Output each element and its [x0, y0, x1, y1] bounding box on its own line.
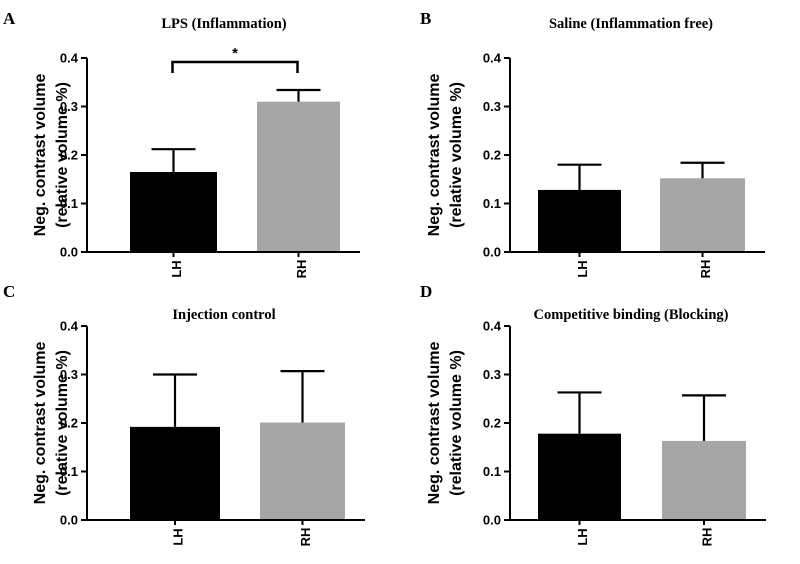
- bar-lh: [130, 171, 217, 252]
- panel-title: Injection control: [172, 307, 275, 323]
- y-tick-label: 0.2: [483, 148, 501, 163]
- y-tick-label: 0.3: [60, 99, 78, 114]
- chart-panel-b: B Saline (Inflammation free) Neg. contrast…: [420, 9, 765, 278]
- y-axis-label: (relative volume %): [448, 82, 465, 228]
- panel-title: Saline (Inflammation free): [549, 16, 713, 32]
- bar-lh: [538, 433, 621, 520]
- y-axis-label: (relative volume %): [54, 82, 71, 228]
- bar-rh: [257, 101, 340, 253]
- y-tick-label: 0.0: [483, 513, 501, 528]
- y-axis-label: Neg. contrast volume: [32, 342, 49, 505]
- chart-panel-a: A LPS (Inflammation) Neg. contrast volume (…: [3, 9, 360, 278]
- y-tick-label: 0.3: [60, 367, 78, 382]
- y-axis-label: (relative volume %): [54, 350, 71, 496]
- significance-bracket: [171, 60, 299, 73]
- bar-rh: [662, 440, 746, 520]
- y-axis-label: Neg. contrast volume: [426, 74, 443, 237]
- y-axis-label: Neg. contrast volume: [426, 342, 443, 505]
- x-tick-label: LH: [169, 260, 184, 277]
- y-tick-label: 0.4: [60, 51, 79, 66]
- x-tick-label: RH: [700, 528, 715, 547]
- y-tick-label: 0.1: [483, 196, 501, 211]
- x-tick-label: RH: [298, 528, 313, 547]
- y-tick-label: 0.2: [60, 148, 78, 163]
- y-tick-label: 0.4: [60, 319, 79, 334]
- chart-panel-d: D Competitive binding (Blocking) Neg. cont…: [420, 282, 766, 546]
- bar-rh: [660, 178, 745, 252]
- significance-marker: *: [232, 45, 238, 62]
- bar-rh: [260, 422, 345, 520]
- bar-lh: [538, 189, 621, 252]
- x-tick-label: LH: [575, 260, 590, 277]
- panel-title: Competitive binding (Blocking): [534, 307, 729, 323]
- y-tick-label: 0.1: [60, 464, 78, 479]
- x-tick-label: RH: [294, 260, 309, 279]
- panel-letter: C: [3, 282, 15, 301]
- x-tick-label: RH: [698, 260, 713, 279]
- y-tick-label: 0.3: [483, 367, 501, 382]
- panel-title: LPS (Inflammation): [161, 16, 286, 32]
- y-tick-label: 0.4: [483, 319, 502, 334]
- x-tick-label: LH: [171, 528, 186, 545]
- y-tick-label: 0.0: [60, 513, 78, 528]
- y-tick-label: 0.2: [483, 416, 501, 431]
- y-tick-label: 0.1: [483, 464, 501, 479]
- y-axis-label: (relative volume %): [448, 350, 465, 496]
- bar-lh: [130, 426, 220, 520]
- y-tick-label: 0.4: [483, 51, 502, 66]
- panel-letter: B: [420, 9, 431, 28]
- y-tick-label: 0.2: [60, 416, 78, 431]
- x-tick-label: LH: [575, 528, 590, 545]
- panel-letter: D: [420, 282, 432, 301]
- y-tick-label: 0.0: [483, 245, 501, 260]
- y-tick-label: 0.3: [483, 99, 501, 114]
- y-tick-label: 0.0: [60, 245, 78, 260]
- panel-letter: A: [3, 9, 16, 28]
- y-tick-label: 0.1: [60, 196, 78, 211]
- y-axis-label: Neg. contrast volume: [32, 74, 49, 237]
- chart-panel-c: C Injection control Neg. contrast volume (r…: [3, 282, 365, 546]
